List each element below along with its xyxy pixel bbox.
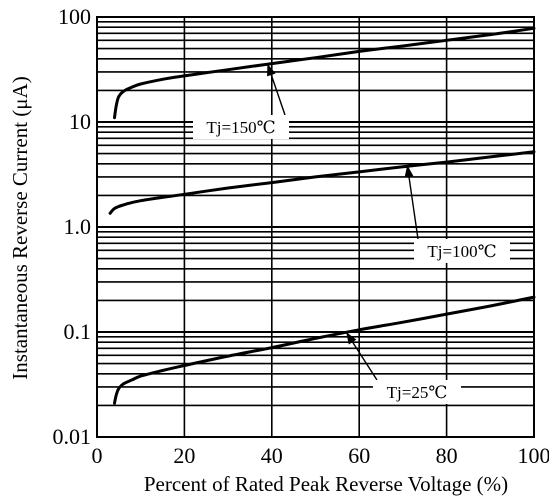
x-tick-label: 60 — [348, 443, 370, 468]
annotation-box — [414, 239, 510, 263]
y-tick-label: 0.1 — [64, 319, 92, 344]
annotations: Tj=150℃ Tj=100℃ Tj=25℃ — [193, 63, 510, 404]
y-tick-label: 10 — [69, 109, 91, 134]
y-axis-title: Instantaneous Reverse Current (μA) — [8, 76, 32, 379]
tick-labels: 0 20 40 60 80 100 0.01 0.1 1.0 10 100 — [53, 4, 549, 468]
plot-frame — [96, 16, 535, 438]
annotation-arrow — [406, 164, 419, 240]
series-line — [113, 26, 536, 120]
x-tick-label: 100 — [518, 443, 549, 468]
annotation-label: Tj=25℃ — [345, 331, 461, 404]
y-tick-label: 0.01 — [53, 424, 92, 449]
arrow-head — [404, 164, 414, 178]
arrow-head — [267, 63, 276, 77]
annotation-text: Tj=100℃ — [427, 242, 496, 261]
y-tick-label: 100 — [58, 4, 91, 29]
annotation-label: Tj=100℃ — [404, 164, 510, 263]
annotation-text: Tj=25℃ — [387, 383, 448, 402]
y-tick-label: 1.0 — [64, 214, 92, 239]
series-line — [113, 295, 536, 405]
x-tick-label: 0 — [92, 443, 103, 468]
annotation-box — [193, 115, 289, 139]
annotation-box — [373, 380, 461, 404]
series-curves — [108, 26, 536, 405]
arrow-head — [346, 332, 357, 345]
series-line — [108, 150, 536, 215]
x-tick-label: 20 — [173, 443, 195, 468]
x-tick-label: 80 — [436, 443, 458, 468]
annotation-label: Tj=150℃ — [193, 63, 289, 139]
annotation-text: Tj=150℃ — [206, 118, 275, 137]
x-tick-label: 40 — [261, 443, 283, 468]
x-axis-title: Percent of Rated Peak Reverse Voltage (%… — [144, 472, 508, 496]
